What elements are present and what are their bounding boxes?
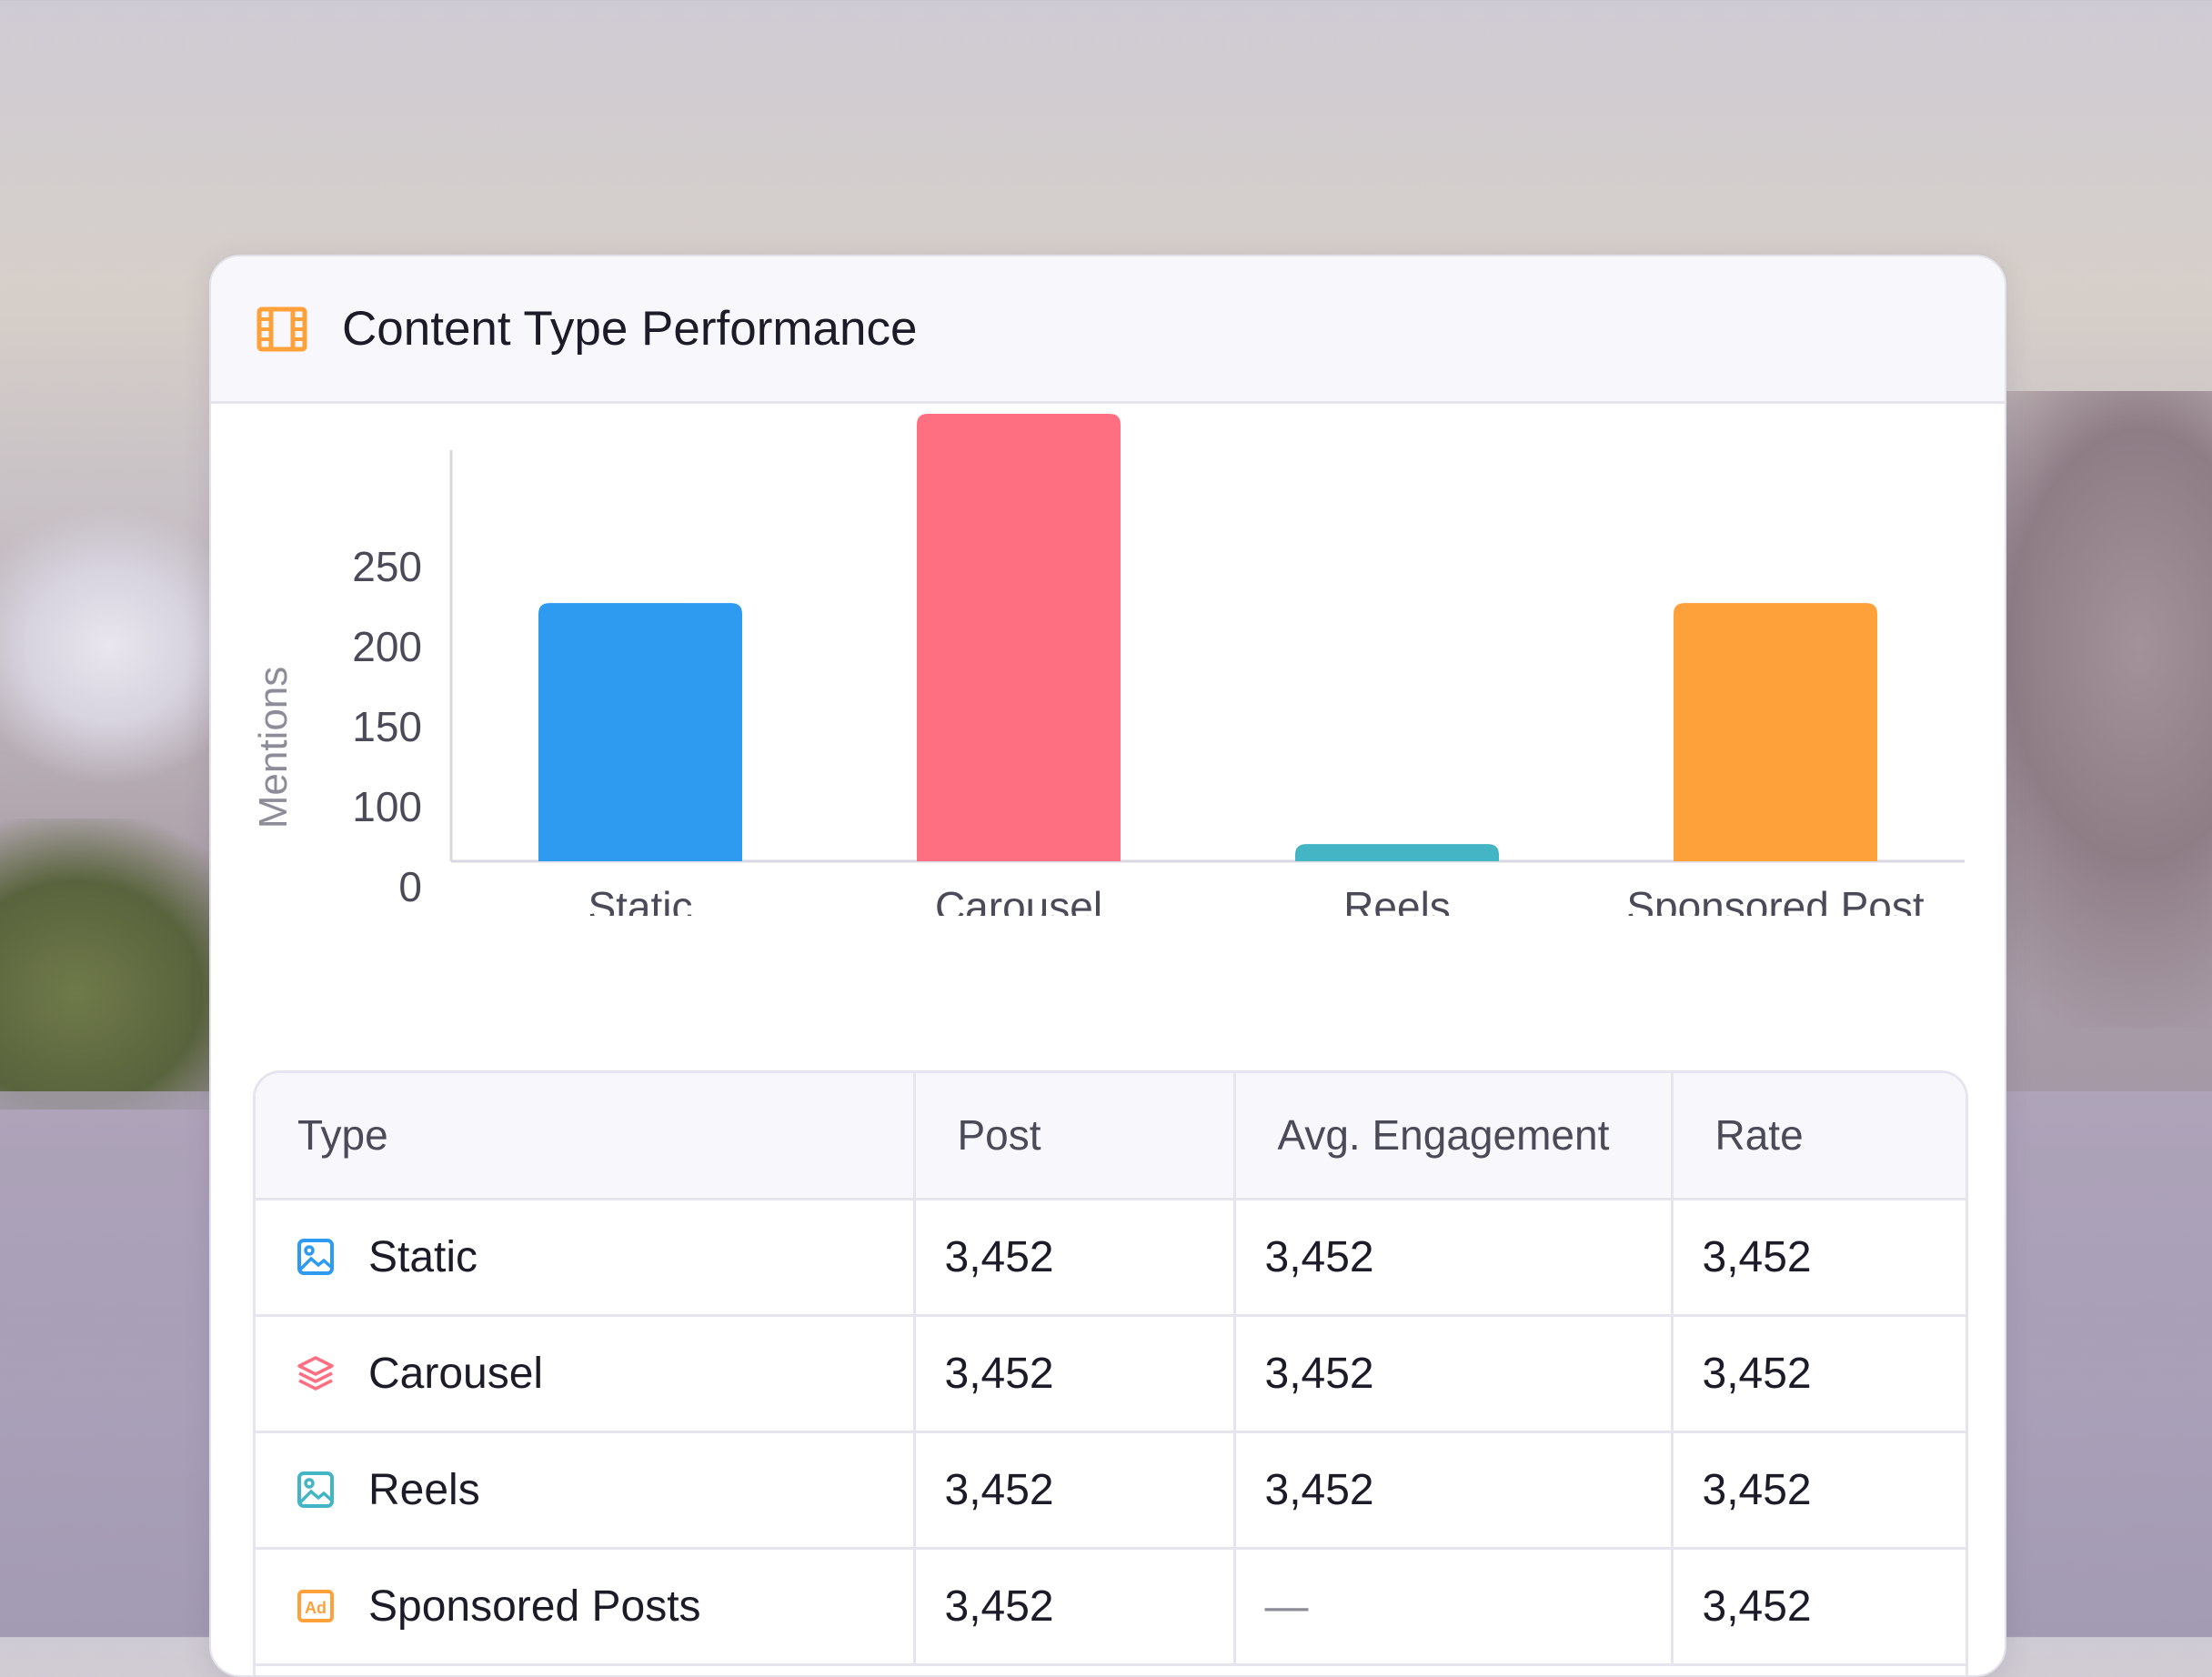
bar-reels[interactable]: [1295, 844, 1499, 861]
type-label: Sponsored Posts: [368, 1582, 701, 1631]
y-axis-label: Mentions: [251, 667, 296, 829]
y-tick-label: 0: [398, 863, 422, 910]
content-type-table: Type Post Avg. Engagement Rate: [253, 1070, 1968, 1675]
bar-carousel[interactable]: [917, 414, 1121, 861]
type-cell: Carousel: [256, 1315, 916, 1433]
type-cell: Reels: [256, 1431, 916, 1550]
post-cell: 3,452: [914, 1315, 1236, 1433]
post-cell: 3,452: [914, 1199, 1236, 1317]
table-header-row: Type Post Avg. Engagement Rate: [256, 1073, 1966, 1200]
x-tick-label: Carousel: [935, 883, 1102, 916]
bar-static[interactable]: [538, 603, 742, 861]
image-icon: [296, 1237, 336, 1277]
table-row[interactable]: Ad Sponsored Posts 3,452 — 3,452: [256, 1548, 1966, 1666]
bar-chart: Mentions 250 200 150 100 0 Static Carousel Ree…: [211, 407, 2005, 916]
column-header-post[interactable]: Post: [914, 1073, 1236, 1200]
type-label: Reels: [368, 1465, 480, 1514]
column-header-rate[interactable]: Rate: [1672, 1073, 1966, 1200]
x-tick-label: Static: [588, 883, 692, 916]
image-icon: [296, 1470, 336, 1510]
type-label: Carousel: [368, 1349, 544, 1398]
card-header: Content Type Performance: [211, 256, 2005, 404]
card-title: Content Type Performance: [342, 302, 918, 356]
x-tick-label: Reels: [1343, 883, 1451, 916]
rate-cell: 3,452: [1672, 1199, 1966, 1317]
table-row[interactable]: Reels 3,452 3,452 3,452: [256, 1431, 1966, 1550]
film-icon: [256, 306, 307, 352]
content-type-performance-card: Content Type Performance Mentions 250 200…: [209, 255, 2006, 1677]
type-label: Static: [368, 1232, 478, 1281]
table-row[interactable]: Static 3,452 3,452 3,452: [256, 1199, 1966, 1317]
x-tick-label: Sponsored Post: [1626, 883, 1925, 916]
avg-engagement-cell: 3,452: [1234, 1199, 1674, 1317]
column-header-avg-engagement[interactable]: Avg. Engagement: [1234, 1073, 1674, 1200]
type-cell: Ad Sponsored Posts: [256, 1548, 916, 1666]
avg-engagement-cell: 3,452: [1234, 1315, 1674, 1433]
y-tick-label: 250: [352, 543, 422, 590]
layers-icon: [296, 1353, 336, 1393]
post-cell: 3,452: [914, 1548, 1236, 1666]
svg-text:Ad: Ad: [305, 1599, 327, 1617]
post-cell: 3,452: [914, 1431, 1236, 1550]
y-tick-label: 150: [352, 703, 422, 750]
avg-engagement-cell: —: [1234, 1548, 1674, 1666]
y-tick-label: 100: [352, 783, 422, 830]
table-row[interactable]: Carousel 3,452 3,452 3,452: [256, 1315, 1966, 1433]
ad-icon: Ad: [296, 1586, 336, 1626]
y-tick-label: 200: [352, 623, 422, 670]
type-cell: Static: [256, 1199, 916, 1317]
bar-sponsored-post[interactable]: [1674, 603, 1877, 861]
bar-chart-svg: Mentions 250 200 150 100 0 Static Carousel Ree…: [251, 414, 1965, 916]
avg-engagement-cell: 3,452: [1234, 1431, 1674, 1550]
column-header-type[interactable]: Type: [256, 1073, 916, 1200]
rate-cell: 3,452: [1672, 1431, 1966, 1550]
rate-cell: 3,452: [1672, 1315, 1966, 1433]
rate-cell: 3,452: [1672, 1548, 1966, 1666]
